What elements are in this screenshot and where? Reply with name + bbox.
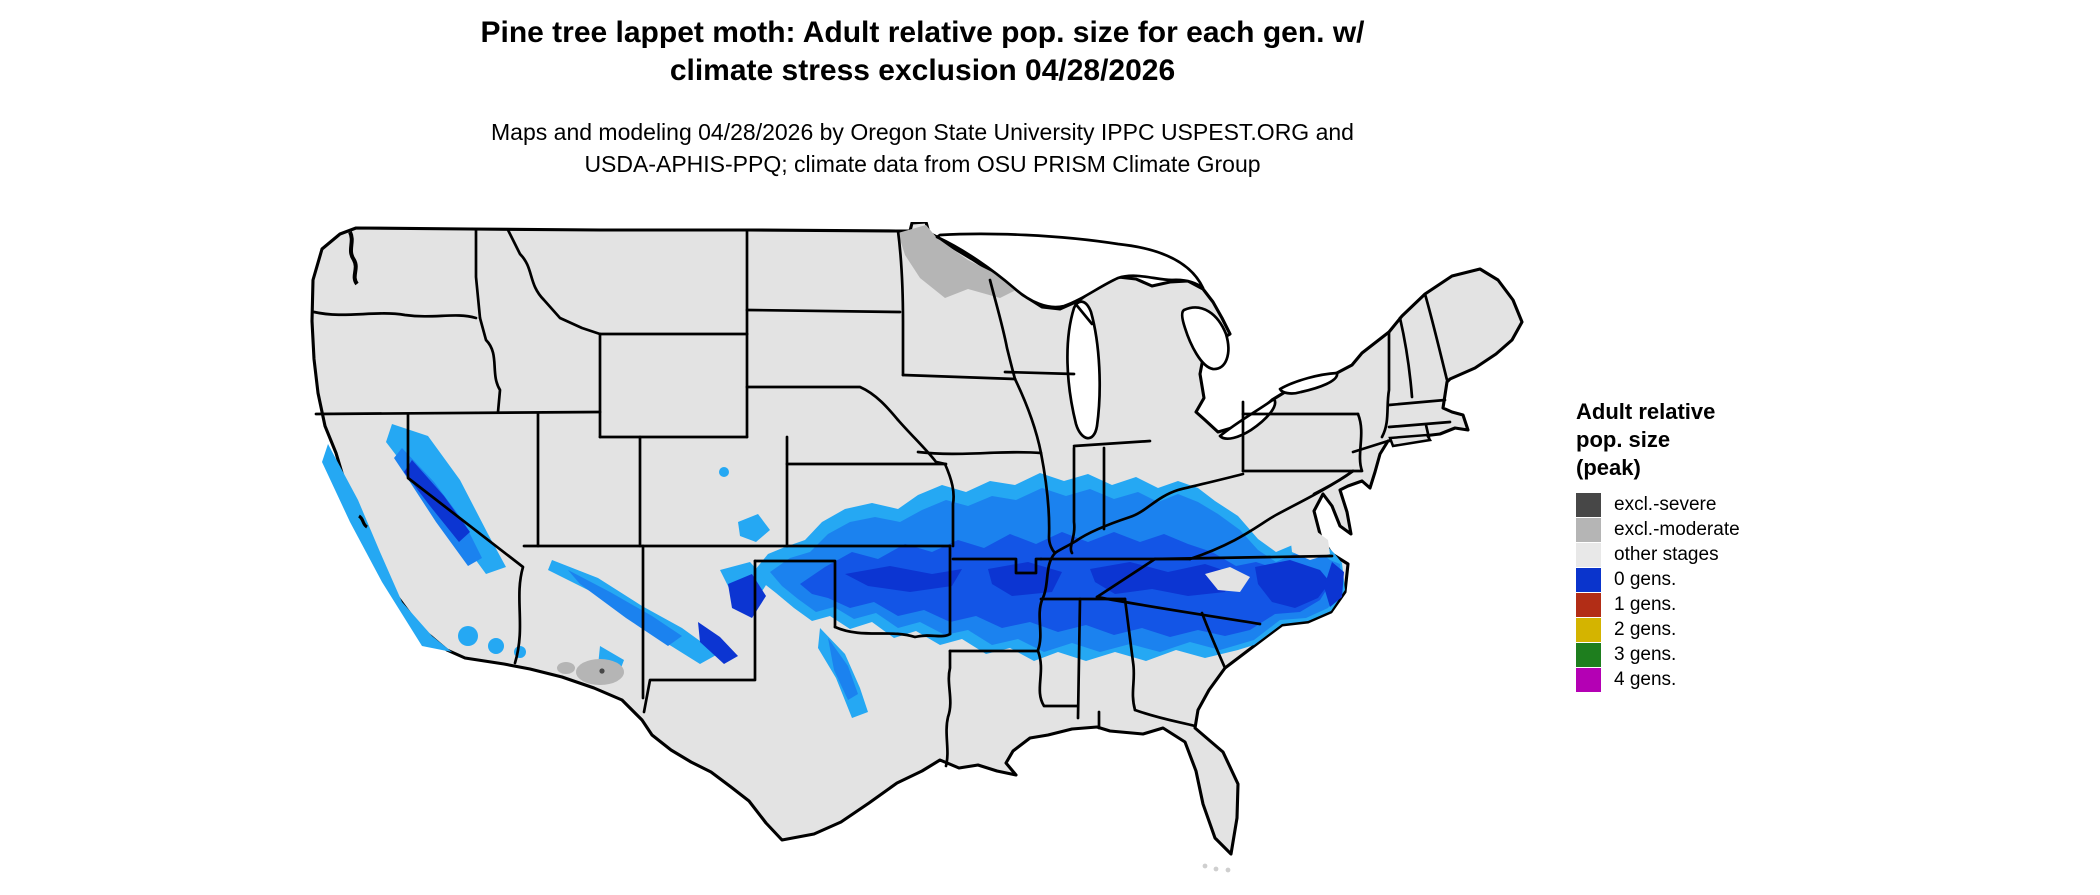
band-gray-holes	[1205, 528, 1330, 592]
legend-label: 2 gens.	[1614, 618, 1677, 640]
legend: Adult relative pop. size (peak) excl.-se…	[1576, 398, 1836, 692]
lake-michigan	[1066, 300, 1102, 440]
title-line-2: climate stress exclusion 04/28/2026	[669, 54, 1176, 87]
title-line-1: Pine tree lappet moth: Adult relative po…	[480, 16, 1365, 49]
legend-item-excl-severe: excl.-severe	[1576, 492, 1836, 517]
legend-item-3-gens: 3 gens.	[1576, 642, 1836, 667]
legend-swatch	[1576, 517, 1601, 542]
legend-swatch	[1576, 567, 1601, 592]
legend-item-other-stages: other stages	[1576, 542, 1836, 567]
legend-swatch	[1576, 667, 1601, 692]
puget-sound	[348, 231, 359, 286]
exclusion-severe-speck	[599, 668, 605, 674]
legend-title: Adult relative pop. size (peak)	[1576, 399, 1716, 480]
us-choropleth-map	[300, 220, 1550, 890]
legend-swatch	[1576, 492, 1601, 517]
legend-item-excl-moderate: excl.-moderate	[1576, 517, 1836, 542]
lake-superior	[935, 232, 1205, 309]
long-island	[1388, 433, 1433, 448]
great-lakes	[935, 232, 1339, 440]
legend-item-1-gens: 1 gens.	[1576, 592, 1836, 617]
san-francisco-bay	[358, 514, 368, 529]
legend-item-4-gens: 4 gens.	[1576, 667, 1836, 692]
lake-huron	[1180, 306, 1230, 371]
lake-erie	[1218, 397, 1277, 440]
legend-swatch	[1576, 617, 1601, 642]
legend-item-2-gens: 2 gens.	[1576, 617, 1836, 642]
florida-keys	[1202, 863, 1231, 873]
exclusion-moderate-arizona	[557, 659, 624, 685]
subtitle-line-2: USDA-APHIS-PPQ; climate data from OSU PR…	[584, 151, 1261, 177]
legend-label: other stages	[1614, 543, 1719, 565]
legend-item-0-gens: 0 gens.	[1576, 567, 1836, 592]
subtitle: Maps and modeling 04/28/2026 by Oregon S…	[0, 116, 1845, 180]
map-svg	[310, 220, 1524, 873]
state-boundaries	[312, 228, 1452, 768]
legend-swatch	[1576, 592, 1601, 617]
legend-label: 0 gens.	[1614, 568, 1677, 590]
legend-label: 1 gens.	[1614, 593, 1677, 615]
legend-swatch	[1576, 642, 1601, 667]
legend-items: excl.-severe excl.-moderate other stages…	[1576, 492, 1836, 692]
population-layer-peak	[404, 460, 1344, 664]
legend-label: excl.-severe	[1614, 493, 1717, 515]
exclusion-moderate-minnesota	[898, 225, 1016, 298]
legend-label: 3 gens.	[1614, 643, 1677, 665]
legend-label: 4 gens.	[1614, 668, 1677, 690]
page-title: Pine tree lappet moth: Adult relative po…	[0, 14, 1845, 90]
legend-swatch	[1576, 542, 1601, 567]
subtitle-line-1: Maps and modeling 04/28/2026 by Oregon S…	[491, 119, 1354, 145]
legend-label: excl.-moderate	[1614, 518, 1740, 540]
lake-ontario	[1278, 371, 1339, 395]
